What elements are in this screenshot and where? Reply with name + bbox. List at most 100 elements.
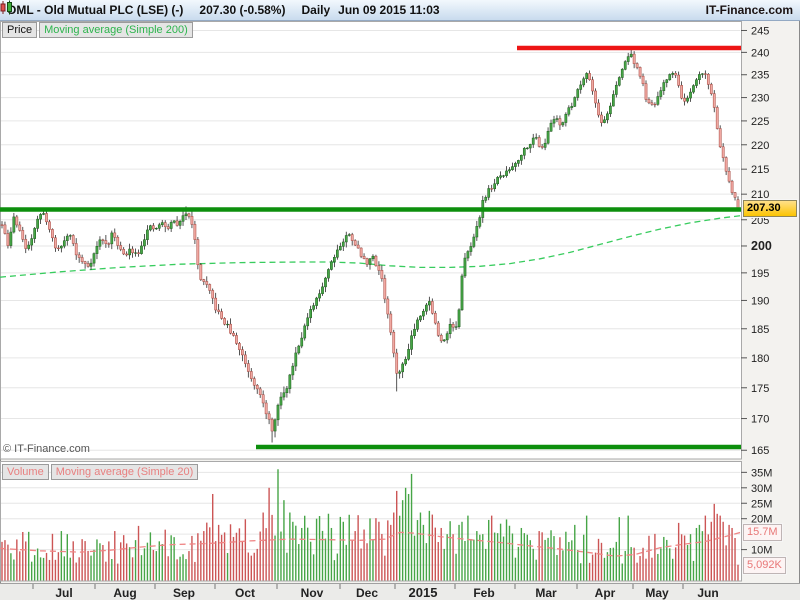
- candle-down: [383, 278, 387, 300]
- candle-up: [344, 235, 348, 243]
- candle-down: [190, 216, 194, 225]
- candle-up: [701, 73, 704, 75]
- candle-up: [9, 231, 13, 246]
- volume-ma-badge: 15.7M: [743, 524, 782, 541]
- candle-down: [704, 73, 707, 75]
- candle-down: [588, 73, 591, 81]
- candle-up: [282, 392, 286, 398]
- candle-down: [490, 188, 494, 190]
- candle-up: [300, 337, 304, 347]
- candle-down: [21, 230, 25, 240]
- candle-down: [104, 240, 108, 244]
- candle-up: [285, 388, 289, 394]
- candle-up: [89, 262, 93, 267]
- candle-down: [680, 85, 683, 99]
- volume-panel[interactable]: 35M 30M 25M 20M 10M: [0, 467, 772, 581]
- year-label: 2015: [409, 585, 438, 600]
- candle-up: [567, 107, 571, 115]
- candle-up: [273, 419, 277, 432]
- candle-up: [398, 371, 402, 374]
- candle-up: [552, 119, 556, 124]
- month-label: Feb: [473, 586, 494, 600]
- candle-down: [730, 180, 734, 193]
- candle-down: [374, 255, 378, 267]
- candle-down: [208, 284, 212, 291]
- candle-up: [416, 319, 419, 330]
- candle-down: [51, 229, 54, 239]
- candle-down: [709, 84, 713, 94]
- price-panel[interactable]: 245 240 235 230 225 220 215 210 205 200 195 190 185 1…: [0, 25, 772, 457]
- candle-down: [223, 318, 226, 325]
- price-axis-label: 180: [751, 353, 769, 365]
- candle-down: [644, 83, 648, 100]
- brand-link[interactable]: IT-Finance.com: [705, 3, 793, 17]
- candle-up: [68, 235, 72, 237]
- price-axis-label: 205: [751, 215, 769, 227]
- candle-up: [478, 217, 482, 227]
- volume-tab[interactable]: Volume: [2, 464, 49, 480]
- candle-up: [525, 147, 529, 149]
- candle-up: [531, 137, 535, 145]
- candle-down: [258, 388, 262, 395]
- candle-up: [695, 79, 698, 86]
- candle-down: [211, 290, 215, 299]
- candle-up: [178, 221, 182, 226]
- candle-up: [98, 239, 102, 247]
- candle-down: [270, 418, 274, 432]
- candle-up: [508, 169, 511, 172]
- candle-down: [122, 249, 126, 255]
- candle-down: [733, 192, 737, 198]
- candle-down: [267, 413, 271, 420]
- price-axis-label: 195: [751, 268, 769, 280]
- candle-down: [350, 234, 354, 241]
- candle-up: [312, 305, 315, 310]
- candle-down: [77, 254, 81, 258]
- volume-ma-overlay-chip[interactable]: Moving average (Simple 20): [50, 464, 199, 480]
- candle-down: [715, 107, 719, 129]
- month-label: Jul: [55, 586, 72, 600]
- candle-up: [469, 246, 473, 252]
- candle-up: [110, 232, 114, 245]
- candle-up: [573, 97, 577, 107]
- candle-up: [522, 148, 526, 156]
- candle-down: [597, 102, 600, 116]
- candle-up: [368, 258, 372, 265]
- candle-up: [448, 324, 452, 334]
- candle-down: [86, 263, 90, 267]
- volume-bars[interactable]: [1, 469, 739, 581]
- price-ma-overlay-chip[interactable]: Moving average (Simple 200): [39, 22, 193, 38]
- candle-down: [362, 256, 366, 259]
- candlestick-series[interactable]: [0, 48, 740, 443]
- candle-up: [288, 374, 292, 389]
- candle-up: [582, 78, 586, 86]
- candle-down: [377, 265, 381, 271]
- candle-down: [54, 237, 57, 249]
- candle-down: [119, 245, 123, 250]
- candle-down: [175, 220, 179, 226]
- candle-down: [217, 309, 220, 312]
- candle-up: [327, 269, 330, 279]
- candle-up: [460, 275, 464, 311]
- price-tab[interactable]: Price: [2, 22, 38, 38]
- timeframe-label: Daily: [301, 3, 331, 17]
- candle-down: [653, 103, 657, 106]
- candle-up: [466, 251, 470, 259]
- volume-axis-label: 25M: [751, 498, 772, 510]
- candle-down: [0, 224, 4, 226]
- candle-down: [718, 128, 722, 148]
- price-axis-label: 220: [751, 140, 769, 152]
- candle-up: [514, 163, 517, 167]
- candle-down: [125, 253, 128, 256]
- volume-axis-label: 10M: [751, 545, 772, 557]
- candle-up: [157, 224, 161, 229]
- candle-down: [353, 240, 357, 246]
- candle-down: [537, 137, 541, 147]
- candle-up: [371, 255, 375, 260]
- candle-up: [484, 197, 488, 201]
- candle-up: [303, 325, 307, 339]
- candle-up: [603, 119, 606, 123]
- price-panel-tabs: Price Moving average (Simple 200): [2, 22, 193, 38]
- candle-up: [413, 329, 416, 336]
